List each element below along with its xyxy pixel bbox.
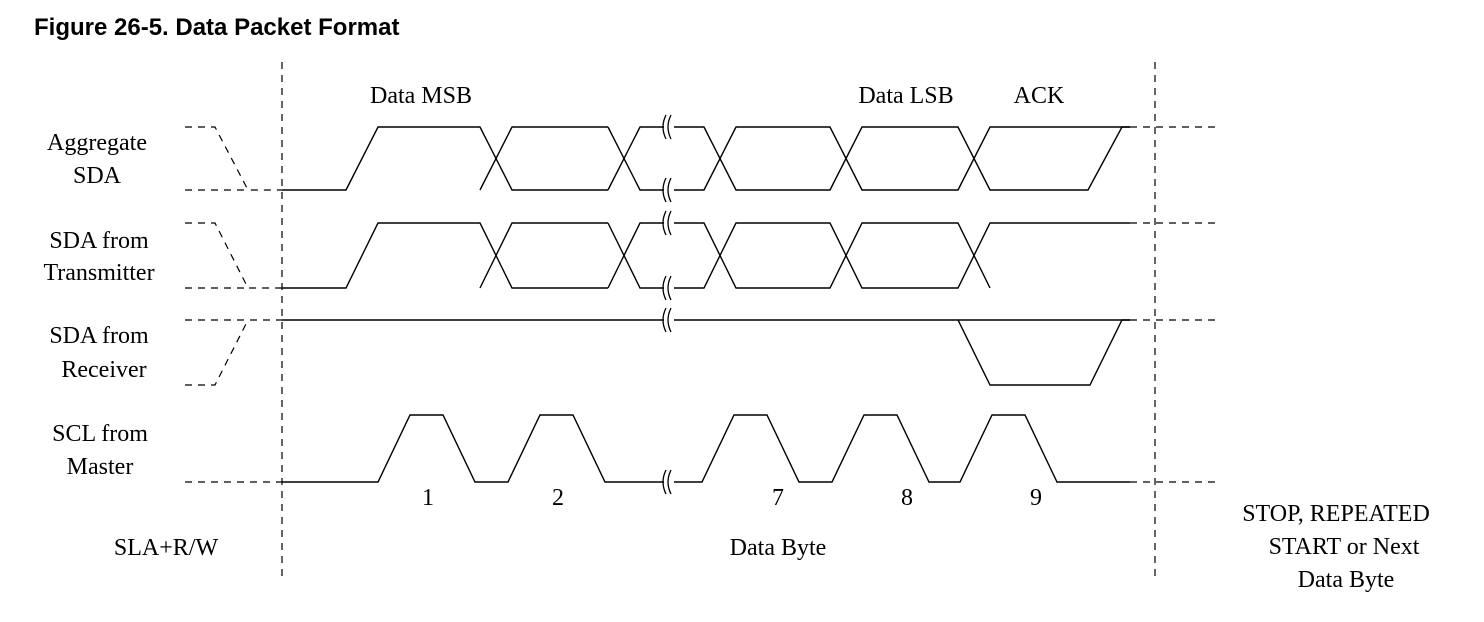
waveform-scl-master	[185, 414, 1220, 483]
waveform-sda-transmitter	[185, 222, 1220, 289]
label-scl-master-line1: SCL from	[52, 421, 148, 447]
clock-number-1: 1	[422, 485, 434, 511]
waveform-sda-receiver	[185, 319, 1220, 386]
clock-number-9: 9	[1030, 485, 1042, 511]
label-sda-receiver-line2: Receiver	[61, 357, 146, 383]
label-aggregate-sda-line1: Aggregate	[47, 130, 147, 156]
waveform-aggregate-sda	[185, 126, 1220, 191]
label-sda-receiver-line1: SDA from	[49, 323, 149, 349]
clock-number-2: 2	[552, 485, 564, 511]
phase-label-stop-line1: STOP, REPEATED	[1242, 501, 1430, 527]
phase-label-data-byte: Data Byte	[730, 535, 827, 561]
label-scl-master-line2: Master	[67, 454, 134, 480]
label-aggregate-sda-line2: SDA	[73, 163, 122, 189]
label-sda-transmitter-line2: Transmitter	[43, 260, 154, 286]
phase-label-stop-line2: START or Next	[1269, 534, 1420, 560]
header-ack: ACK	[1014, 83, 1065, 109]
time-break-markers	[662, 114, 674, 495]
clock-number-7: 7	[772, 485, 784, 511]
clock-number-8: 8	[901, 485, 913, 511]
phase-label-address: SLA+R/W	[114, 535, 219, 561]
phase-label-stop-line3: Data Byte	[1298, 567, 1395, 593]
label-sda-transmitter-line1: SDA from	[49, 228, 149, 254]
header-data-lsb: Data LSB	[858, 83, 953, 109]
header-data-msb: Data MSB	[370, 83, 472, 109]
figure-title: Figure 26-5. Data Packet Format	[34, 14, 400, 41]
